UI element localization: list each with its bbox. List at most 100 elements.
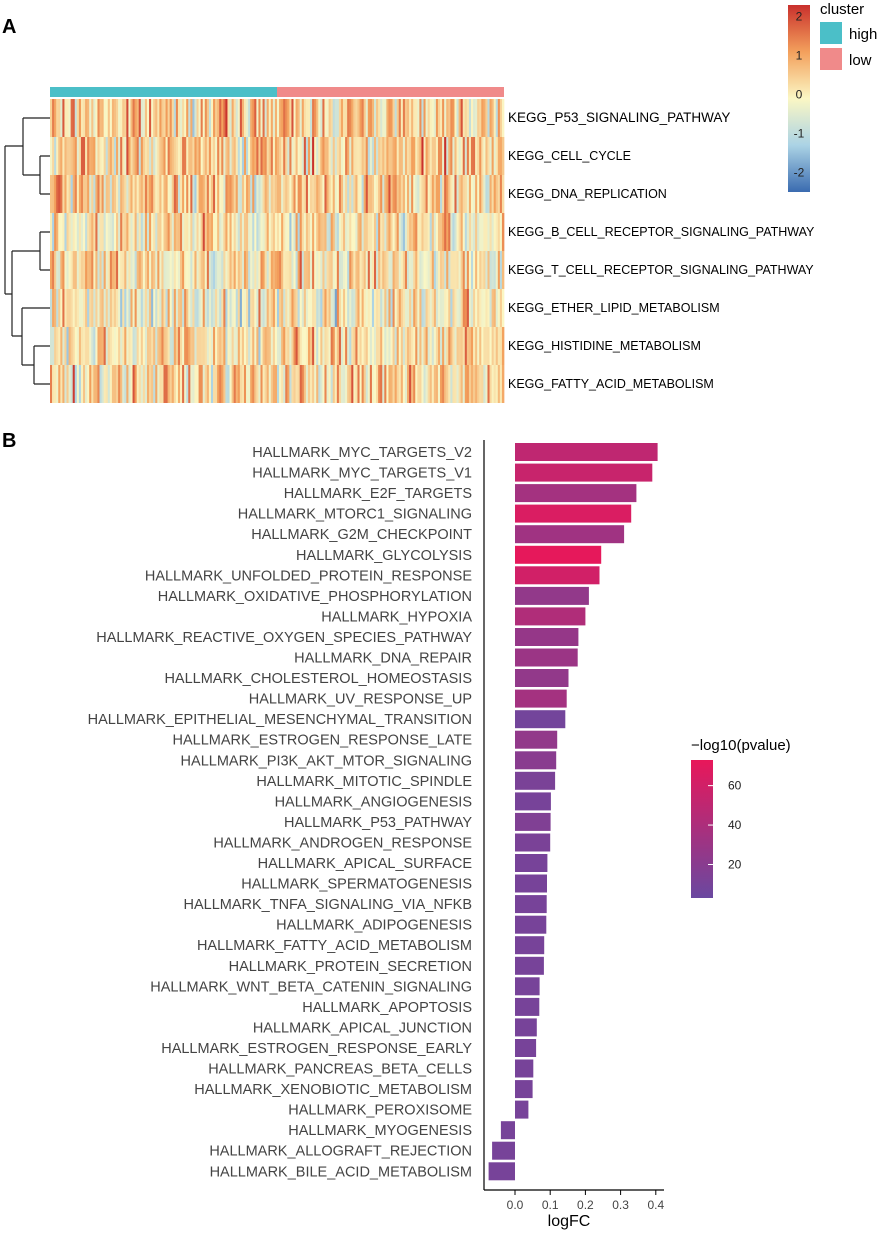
heatmap-cell (72, 365, 76, 403)
heatmap-cell (316, 99, 319, 137)
heatmap-cell (475, 327, 478, 365)
heatmap-cell (167, 289, 171, 327)
heatmap-cell (487, 365, 490, 403)
heatmap-cell (118, 365, 121, 403)
heatmap-cell (254, 175, 257, 213)
heatmap-cell (361, 251, 365, 289)
heatmap-cell (159, 213, 162, 251)
heatmap-cell (173, 365, 177, 403)
heatmap-cell (256, 137, 259, 175)
heatmap-cell (258, 365, 261, 403)
heatmap-cell (116, 251, 119, 289)
heatmap-cell (196, 99, 199, 137)
heatmap-cell (190, 99, 193, 137)
heatmap-cell (157, 175, 160, 213)
heatmap-cell (270, 327, 274, 365)
heatmap-cell (417, 175, 420, 213)
heatmap-cell (103, 251, 107, 289)
heatmap-cell (470, 251, 474, 289)
heatmap-cell (487, 99, 490, 137)
heatmap-cell (444, 137, 447, 175)
heatmap-cell (68, 99, 71, 137)
heatmap-cell (409, 251, 412, 289)
heatmap-cell (213, 327, 216, 365)
heatmap-cell (250, 213, 253, 251)
heatmap-cell (204, 251, 208, 289)
heatmap-cell (120, 137, 123, 175)
heatmap-cell (440, 251, 443, 289)
heatmap-cell (458, 365, 462, 403)
heatmap-cell (151, 327, 154, 365)
heatmap-cell (85, 213, 88, 251)
heatmap-cell (491, 289, 495, 327)
heatmap-cell (501, 327, 505, 365)
heatmap-cell (136, 213, 140, 251)
heatmap-cell (186, 289, 189, 327)
heatmap-cell (202, 327, 206, 365)
heatmap-cell (371, 213, 375, 251)
heatmap-cell (70, 289, 74, 327)
heatmap-cell (85, 137, 88, 175)
bar-category-label: HALLMARK_E2F_TARGETS (284, 486, 472, 502)
heatmap-cell (76, 289, 80, 327)
heatmap-cell (289, 365, 292, 403)
heatmap-cell (332, 175, 336, 213)
heatmap-cell (437, 99, 441, 137)
heatmap-cell (303, 99, 307, 137)
heatmap-cell (279, 365, 282, 403)
heatmap-cell (223, 99, 226, 137)
heatmap-cell (50, 251, 53, 289)
heatmap-cell (266, 289, 270, 327)
heatmap-cell (54, 327, 57, 365)
heatmap-cell (136, 365, 140, 403)
heatmap-cell (283, 99, 286, 137)
heatmap-cell (283, 365, 286, 403)
heatmap-cell (83, 327, 86, 365)
heatmap-cell (448, 175, 451, 213)
heatmap-cell (421, 289, 424, 327)
heatmap-cell (186, 99, 189, 137)
heatmap-cell (314, 327, 317, 365)
heatmap-cell (417, 365, 420, 403)
heatmap-row-label: KEGG_B_CELL_RECEPTOR_SIGNALING_PATHWAY (508, 225, 815, 239)
heatmap-cell (97, 99, 100, 137)
heatmap-cell (382, 137, 385, 175)
heatmap-cell (314, 251, 317, 289)
heatmap-cell (246, 251, 249, 289)
heatmap-cell (468, 137, 472, 175)
heatmap-cell (95, 289, 98, 327)
heatmap-cell (89, 251, 92, 289)
heatmap-cell (409, 99, 412, 137)
heatmap-cell (489, 289, 492, 327)
bar-category-label: HALLMARK_PI3K_AKT_MTOR_SIGNALING (181, 753, 472, 769)
x-tick-label: 0.0 (507, 1198, 524, 1212)
heatmap-scale-tick-label: 1 (796, 49, 803, 63)
heatmap-cell (118, 137, 121, 175)
heatmap-cell (246, 289, 249, 327)
heatmap-cell (122, 251, 125, 289)
heatmap-cell (305, 175, 309, 213)
heatmap-cell (328, 99, 331, 137)
heatmap-cell (250, 175, 253, 213)
heatmap-cell (454, 251, 457, 289)
heatmap-cell (180, 137, 183, 175)
heatmap-cell (227, 251, 230, 289)
heatmap-cell (349, 289, 352, 327)
heatmap-cell (155, 289, 158, 327)
heatmap-cell (299, 99, 303, 137)
heatmap-cell (419, 251, 422, 289)
heatmap-cell (497, 175, 501, 213)
heatmap-cell (491, 99, 495, 137)
heatmap-cell (196, 251, 199, 289)
heatmap-cell (70, 327, 74, 365)
heatmap-cell (373, 327, 377, 365)
heatmap-cell (312, 327, 315, 365)
bar-category-label: HALLMARK_CHOLESTEROL_HOMEOSTASIS (164, 671, 472, 687)
heatmap-cell (440, 175, 443, 213)
heatmap-cell (254, 289, 257, 327)
heatmap-cell (373, 175, 377, 213)
heatmap-cell (409, 213, 412, 251)
heatmap-cell (367, 251, 371, 289)
heatmap-cell (215, 99, 218, 137)
